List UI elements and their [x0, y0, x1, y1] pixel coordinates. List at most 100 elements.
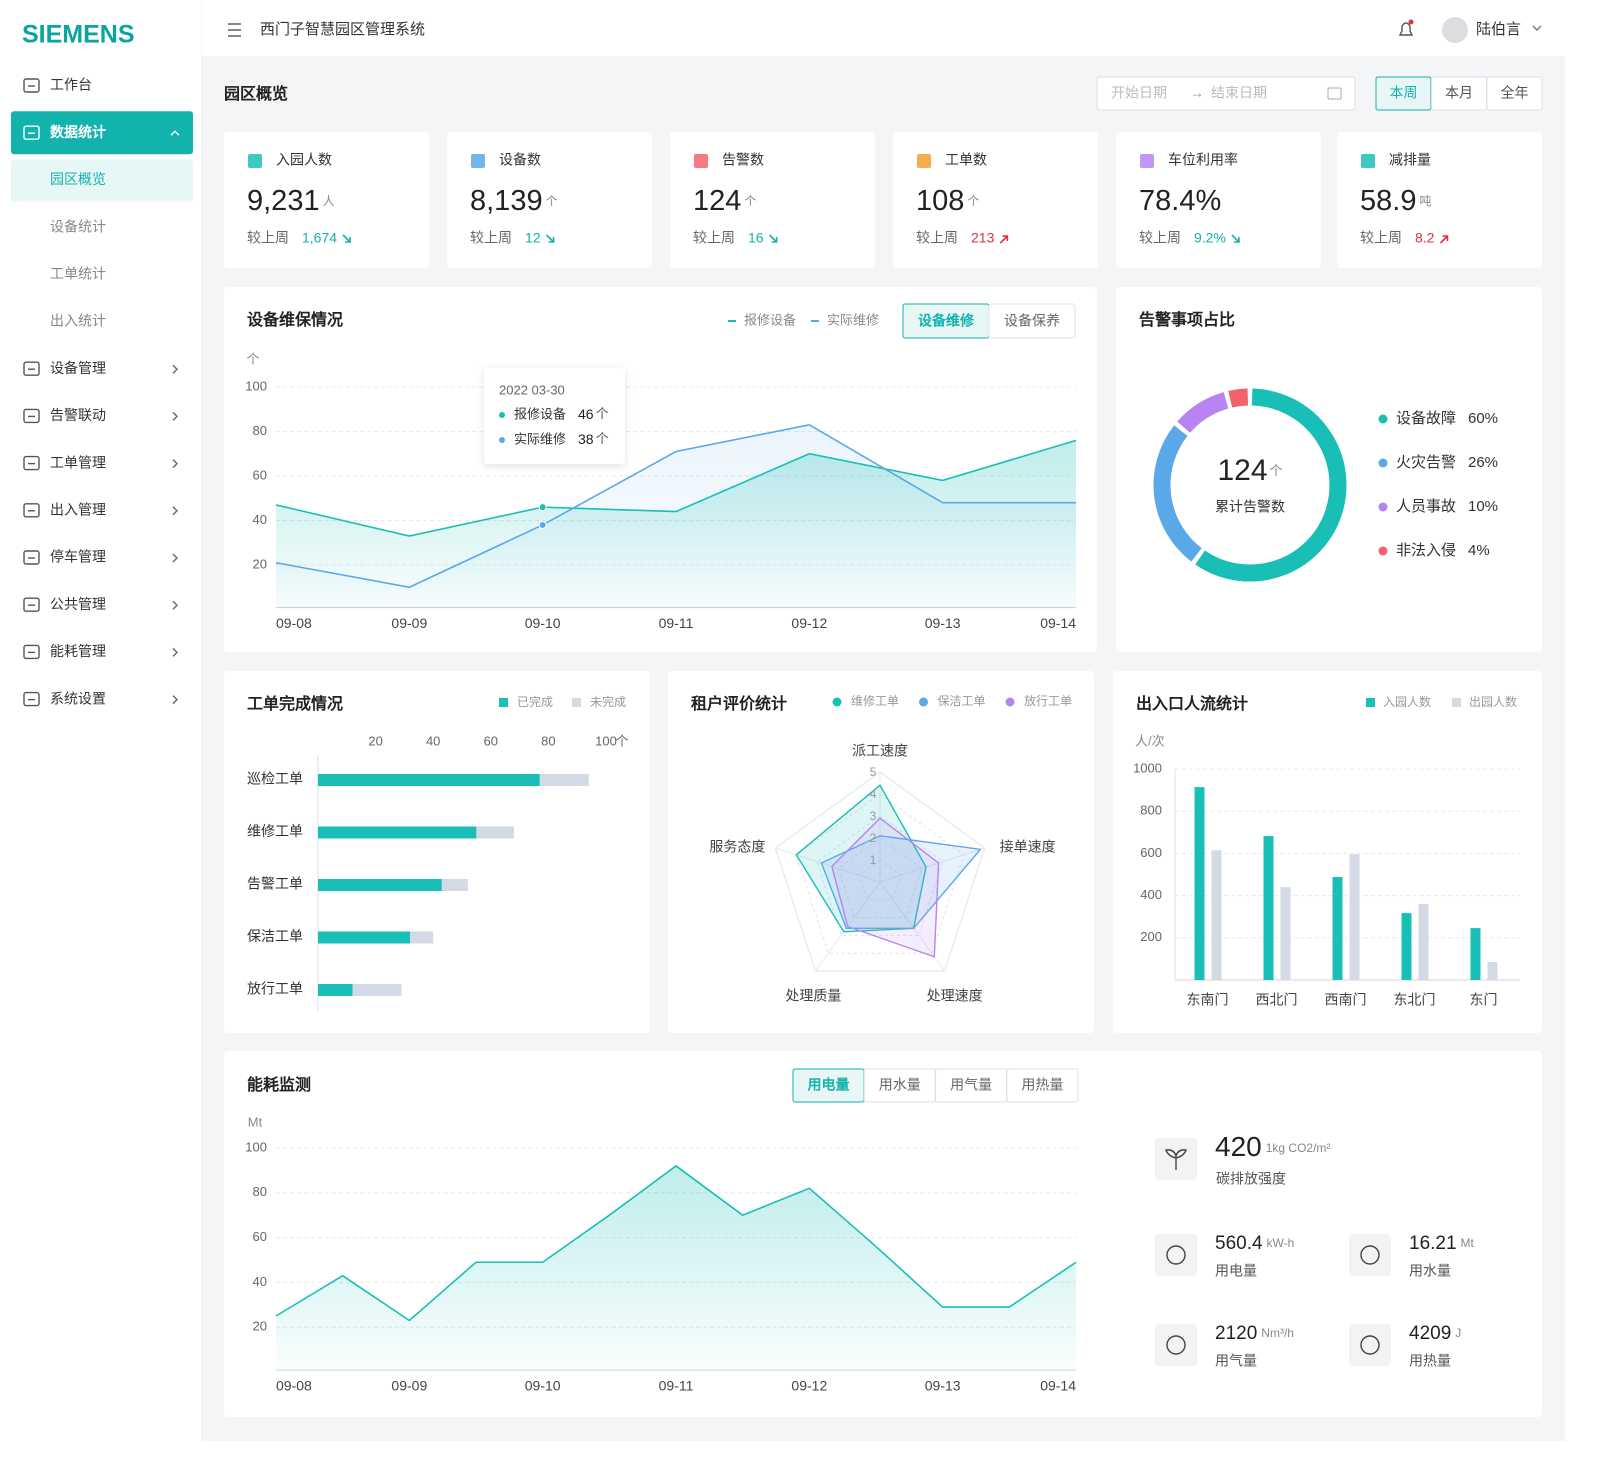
stat-unit: J — [1455, 1326, 1461, 1340]
icon-shape — [23, 78, 40, 93]
menu-item[interactable]: 数据统计 — [11, 111, 193, 155]
y-tick-label: 维修工单 — [247, 823, 303, 839]
menu-item[interactable]: 设备管理 — [23, 360, 106, 376]
stat-label: 用热量 — [1409, 1353, 1451, 1369]
x-tick-label: 东南门 — [1187, 992, 1229, 1008]
energy-tab[interactable]: 用水量 — [863, 1068, 936, 1103]
kpi-number: 108 — [916, 185, 964, 217]
line — [275, 1164, 1077, 1322]
menu-item[interactable]: 工单管理 — [23, 454, 106, 471]
bar — [1401, 913, 1412, 980]
x-tick-label: 西南门 — [1325, 992, 1367, 1008]
radar-axis-label: 处理速度 — [927, 988, 983, 1004]
stat-label: 用水量 — [1409, 1263, 1451, 1279]
legend-label: 放行工单 — [1024, 693, 1072, 708]
submenu-item[interactable]: 设备统计 — [50, 218, 106, 234]
tooltip-dot — [499, 437, 505, 443]
kpi-delta: 213 — [971, 230, 995, 246]
kpi-value: 9,231 人 — [247, 185, 335, 217]
energy-tab[interactable]: 用气量 — [935, 1068, 1008, 1103]
period-tab[interactable]: 本月 — [1431, 76, 1487, 111]
period-tab[interactable]: 全年 — [1486, 76, 1543, 111]
point — [538, 520, 547, 529]
legend-label: 入园人数 — [1383, 694, 1431, 709]
tooltip-number: 46 — [578, 406, 594, 422]
kpi-card — [670, 132, 875, 268]
x-tick-label: 09-10 — [525, 615, 561, 631]
chevron — [172, 459, 178, 469]
submenu-item[interactable]: 出入统计 — [50, 313, 106, 329]
x-tick-label: 40 — [426, 733, 440, 748]
submenu-item[interactable]: 工单统计 — [50, 266, 106, 282]
icon-shape — [23, 455, 40, 471]
legend-swatch — [1378, 414, 1388, 424]
toggle-label: 设备维修 — [918, 313, 975, 329]
legend-value: 60% — [1468, 410, 1498, 427]
menu-item[interactable]: 系统设置 — [23, 690, 106, 707]
bar — [1332, 877, 1343, 980]
stat-number: 420 — [1215, 1131, 1262, 1162]
legend-label: 维修工单 — [851, 693, 899, 708]
submenu-label: 园区概览 — [50, 171, 106, 187]
menu-item[interactable]: 公共管理 — [23, 596, 106, 612]
avatar[interactable] — [1442, 17, 1468, 43]
menu-item[interactable]: 能耗管理 — [23, 643, 106, 660]
toggle-button[interactable]: 设备维修 — [902, 303, 990, 339]
date-range-picker[interactable]: 开始日期 → 结束日期 — [1096, 76, 1356, 111]
header — [202, 0, 1565, 56]
kpi-label: 工单数 — [945, 152, 987, 168]
logo: SIEMENS — [22, 21, 135, 49]
bar — [1418, 904, 1429, 980]
radar-tick-label: 4 — [870, 787, 877, 801]
stat-icon — [1166, 1335, 1186, 1355]
radar-ring — [816, 815, 944, 936]
x-tick-label: 09-08 — [276, 1378, 312, 1394]
bell-icon[interactable] — [1398, 22, 1414, 36]
radar-axis-label: 接单速度 — [1000, 839, 1056, 855]
x-tick-label: 09-14 — [1040, 1378, 1076, 1394]
chevron — [172, 506, 178, 516]
tooltip-bg — [484, 368, 625, 464]
energy-tab[interactable]: 用电量 — [792, 1068, 865, 1103]
menu-item[interactable]: 告警联动 — [23, 407, 106, 423]
icon — [23, 644, 40, 660]
icon — [23, 125, 40, 140]
kpi-unit: 个 — [967, 194, 979, 208]
donut-segment — [1228, 388, 1249, 408]
legend-swatch — [1452, 698, 1461, 707]
x-tick-label: 09-13 — [925, 1378, 961, 1394]
period-tab[interactable]: 本周 — [1375, 76, 1432, 111]
legend-label: 设备故障 — [1396, 409, 1456, 427]
chart-title: 出入口人流统计 — [1136, 694, 1248, 713]
x-tick-label: 09-12 — [791, 1378, 827, 1394]
toggle-button[interactable]: 设备保养 — [988, 303, 1076, 339]
energy-tab[interactable]: 用热量 — [1006, 1068, 1079, 1103]
kpi-value: 8,139 个 — [470, 185, 558, 217]
chevron — [172, 364, 178, 374]
menu-item[interactable]: 停车管理 — [23, 549, 106, 565]
user-name[interactable]: 陆伯言 — [1476, 21, 1521, 38]
trend-arrow — [769, 234, 778, 243]
chevron — [172, 695, 178, 705]
menu-label: 系统设置 — [50, 690, 106, 706]
menu-item[interactable]: 工作台 — [23, 77, 92, 93]
submenu-label: 设备统计 — [50, 218, 106, 234]
bar — [1487, 962, 1498, 980]
y-tick-label: 100 — [245, 378, 267, 393]
y-tick-label: 放行工单 — [247, 981, 303, 997]
icon-shape — [23, 503, 40, 518]
radar-tick-label: 2 — [870, 831, 877, 845]
menu-item[interactable]: 出入管理 — [23, 502, 106, 518]
y-tick-label: 200 — [1140, 929, 1162, 944]
kpi-icon — [248, 154, 262, 168]
line — [275, 439, 1077, 537]
bar — [1263, 836, 1274, 980]
bar-segment — [318, 774, 540, 786]
bar — [1211, 850, 1222, 980]
kpi-value: 108 个 — [916, 185, 979, 217]
radar-spoke — [775, 847, 881, 883]
legend-value: 4% — [1468, 542, 1490, 559]
icon-shape — [23, 691, 40, 707]
submenu-item[interactable]: 园区概览 — [11, 159, 193, 202]
tooltip-value: 38 个 — [578, 431, 609, 447]
